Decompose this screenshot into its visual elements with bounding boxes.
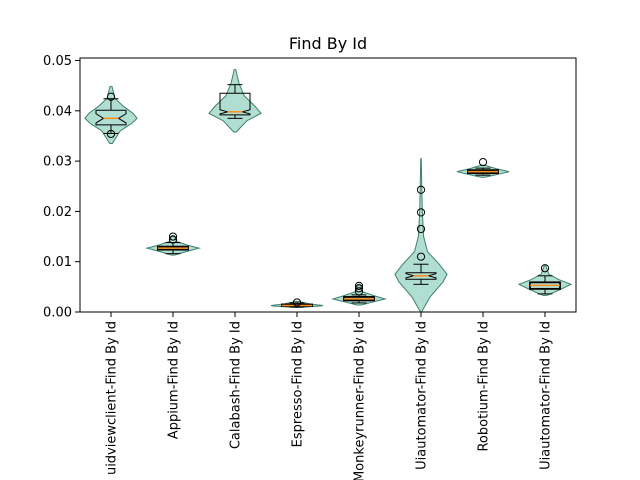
violin-body <box>208 69 262 133</box>
chart-title: Find By Id <box>289 34 367 53</box>
outlier-point <box>540 264 550 273</box>
violin-body <box>394 158 448 313</box>
outlier-point <box>292 298 302 307</box>
x-tick-label: uidviewclient-Find By Id <box>105 321 120 475</box>
x-tick-label: Espresso-Find By Id <box>291 321 306 447</box>
y-tick-label: 0.03 <box>43 155 72 170</box>
outlier-point <box>416 252 426 261</box>
outlier-point <box>354 281 364 290</box>
outlier-point <box>354 287 364 296</box>
y-tick-label: 0.04 <box>43 104 72 119</box>
x-axis: uidviewclient-Find By Id Appium-Find By I… <box>105 312 554 480</box>
outlier-point <box>354 284 364 293</box>
outlier-point <box>416 224 426 234</box>
outlier-point <box>416 208 426 217</box>
outlier-point <box>106 129 116 139</box>
y-tick-label: 0.01 <box>43 255 72 270</box>
x-tick-label: Uiautomator-Find By Id <box>539 321 554 470</box>
violin-body <box>84 86 138 145</box>
x-tick-label: Uiautomator-Find By Id <box>415 321 430 470</box>
boxes-layer <box>95 84 561 308</box>
x-tick-label: Calabash-Find By Id <box>229 321 244 449</box>
box-body <box>219 92 251 116</box>
y-tick-label: 0.00 <box>43 306 72 321</box>
outlier-point <box>416 185 426 194</box>
x-tick-label: Monkeyrunner-Find By Id <box>353 321 368 480</box>
box-body <box>405 272 437 280</box>
box-body <box>95 109 127 126</box>
outlier-point <box>106 92 116 101</box>
violins-layer <box>84 69 573 313</box>
outlier-point <box>478 158 488 167</box>
y-axis: 0.00 0.01 0.02 0.03 0.04 0.05 <box>43 54 80 321</box>
plot-frame <box>79 57 577 313</box>
y-tick-label: 0.05 <box>43 54 72 69</box>
y-tick-label: 0.02 <box>43 205 72 220</box>
x-tick-label: Robotium-Find By Id <box>477 321 492 452</box>
x-tick-label: Appium-Find By Id <box>167 321 182 439</box>
outlier-point <box>168 232 178 241</box>
outlier-point <box>168 235 178 244</box>
